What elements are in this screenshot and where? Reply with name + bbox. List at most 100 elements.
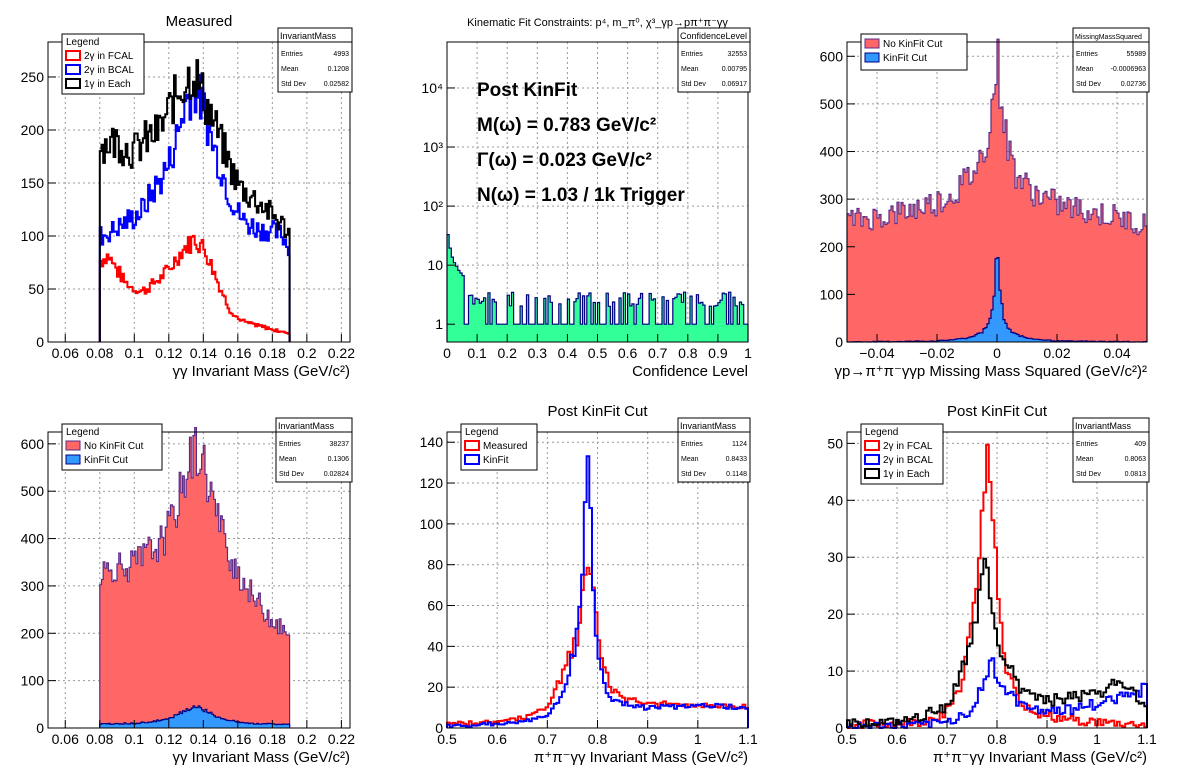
x-tick-label: 0.12 (155, 345, 182, 361)
chart-title: Post KinFit Cut (947, 403, 1048, 420)
stats-row-value: 0.8433 (726, 456, 748, 463)
legend-entry-label: KinFit Cut (883, 53, 927, 64)
x-tick-label: 1 (744, 345, 752, 361)
legend-swatch (65, 454, 81, 465)
y-tick-label: 0 (36, 720, 44, 736)
stats-row-label: Mean (1076, 456, 1094, 463)
x-tick-label: 0.7 (937, 731, 957, 747)
series-kinfit-cut-path (99, 705, 291, 728)
x-tick-label: 0.5 (588, 345, 608, 361)
stats-row-label: Entries (1076, 51, 1098, 58)
stats-box-title: InvariantMass (680, 421, 737, 431)
stats-row-value: 1124 (732, 441, 747, 448)
x-tick-label: 0.22 (328, 345, 355, 361)
y-tick-label: 300 (21, 578, 45, 594)
stats-row-value: 38237 (330, 441, 350, 448)
x-axis-label: γp→π⁺π⁻γγp Missing Mass Squared (GeV/c²)… (835, 363, 1147, 380)
x-tick-label: 0.6 (887, 731, 907, 747)
stats-row-value: 0.8063 (1125, 456, 1147, 463)
stats-row-value: 0.1208 (328, 66, 350, 73)
y-tick-label: 10 (427, 257, 443, 273)
x-tick-label: 0.12 (155, 731, 182, 747)
x-tick-label: 0.06 (52, 345, 79, 361)
stats-row-label: Entries (1076, 441, 1098, 448)
legend-entry-label: 2γ in BCAL (883, 455, 933, 466)
y-tick-label: 20 (427, 679, 443, 695)
x-tick-label: 0.06 (52, 731, 79, 747)
stats-row-value: 0.02582 (324, 81, 349, 88)
stats-row-value: 0.1148 (726, 471, 747, 478)
legend-swatch (464, 454, 480, 465)
x-tick-label: 0.02 (1043, 345, 1070, 361)
chart-panel-3: −0.04 −0.02 0 0.02 0.04 0 100 200 300 400 500 600 γp… (820, 27, 1150, 380)
y-tick-label: 100 (21, 228, 45, 244)
x-tick-label: 0.6 (487, 731, 507, 747)
y-tick-label: 0 (36, 334, 44, 350)
stats-row-label: Mean (681, 456, 699, 463)
x-tick-label: −0.02 (919, 345, 955, 361)
legend-swatch (65, 50, 81, 61)
x-tick-label: 1.1 (738, 731, 758, 747)
stats-row-label: Mean (681, 66, 699, 73)
legend-entry-label: 1γ in Each (84, 79, 131, 90)
x-tick-label: 0.16 (224, 731, 251, 747)
y-tick-label: 50 (827, 435, 843, 451)
stats-row-label: Mean (1076, 66, 1094, 73)
stats-row-label: Std Dev (1076, 81, 1101, 88)
y-tick-label: 500 (820, 96, 844, 112)
plot-frame (47, 431, 351, 729)
stats-row-label: Entries (681, 441, 703, 448)
legend-swatch (65, 78, 81, 89)
y-tick-label: 1 (435, 316, 443, 332)
y-tick-label: 100 (420, 516, 444, 532)
legend-title: Legend (465, 427, 498, 438)
x-tick-label: 0.8 (678, 345, 698, 361)
stats-row-value: 0.00795 (722, 66, 747, 73)
stats-box-title: InvariantMass (1075, 421, 1132, 431)
stats-row-value: 0.0813 (1125, 471, 1147, 478)
chart-title: Kinematic Fit Constraints: p⁴, m_π⁰, χ³_… (467, 17, 728, 29)
stats-row-value: 4993 (333, 51, 349, 58)
y-tick-label: 60 (427, 598, 443, 614)
y-tick-label: 200 (21, 122, 45, 138)
y-tick-label: 40 (827, 492, 843, 508)
stats-row-label: Mean (281, 66, 299, 73)
stats-box (1072, 27, 1150, 93)
x-tick-label: 0.8 (588, 731, 608, 747)
y-tick-label: 80 (427, 557, 443, 573)
x-axis-label: π⁺π⁻γγ Invariant Mass (GeV/c²) (933, 749, 1147, 766)
stats-row-label: Std Dev (1076, 471, 1101, 478)
x-tick-label: 0.1 (125, 731, 145, 747)
chart-panel-1: 0.06 0.08 0.1 0.12 0.14 0.16 0.18 0.2 0.22 0 50 100… (21, 13, 356, 380)
series-no-kinfit-cut-path (99, 427, 291, 728)
stats-box-title: InvariantMass (278, 421, 335, 431)
legend-entry-label: 1γ in Each (883, 469, 930, 480)
x-tick-label: 0 (993, 345, 1001, 361)
legend-swatch (864, 38, 880, 49)
y-tick-label: 50 (28, 281, 44, 297)
x-tick-label: −0.04 (859, 345, 895, 361)
y-tick-label: 600 (21, 436, 45, 452)
x-tick-label: 0.22 (328, 731, 355, 747)
annotation-text: M(ω) = 0.783 GeV/c² (477, 115, 656, 136)
chart-panel-5: 0.5 0.6 0.7 0.8 0.9 1 1.1 0 20 40 60 80 100 120 140 π⁺π… (420, 403, 758, 766)
y-tick-label: 250 (21, 69, 45, 85)
stats-box (677, 417, 751, 483)
y-tick-label: 10 (827, 663, 843, 679)
y-tick-label: 100 (21, 673, 45, 689)
stats-row-value: 0.1306 (328, 456, 350, 463)
x-tick-label: 0.08 (86, 345, 113, 361)
legend-swatch (65, 64, 81, 75)
stats-box (1072, 417, 1150, 483)
x-axis-label: γγ Invariant Mass (GeV/c²) (172, 363, 350, 380)
x-tick-label: 0.14 (190, 731, 217, 747)
x-tick-label: 1.1 (1137, 731, 1157, 747)
stats-box-title: InvariantMass (280, 31, 337, 41)
legend-swatch (864, 468, 880, 479)
x-tick-label: 0.6 (618, 345, 638, 361)
series-1-in-each-path (98, 59, 291, 342)
y-tick-label: 30 (827, 549, 843, 565)
y-tick-label: 100 (820, 286, 844, 302)
x-tick-label: 0.4 (558, 345, 578, 361)
